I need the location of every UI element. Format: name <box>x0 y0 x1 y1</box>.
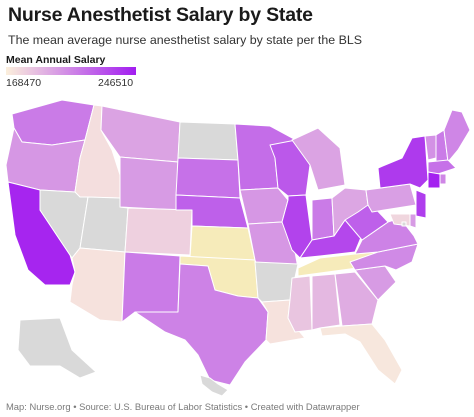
state-fl[interactable] <box>319 323 403 385</box>
state-ga[interactable] <box>334 271 379 327</box>
legend-gradient-bar <box>6 67 136 75</box>
state-az[interactable] <box>69 247 126 323</box>
state-tx[interactable] <box>134 263 269 386</box>
state-pa[interactable] <box>365 183 417 213</box>
state-nj[interactable] <box>415 189 427 219</box>
state-in[interactable] <box>311 197 335 241</box>
chart-title: Nurse Anesthetist Salary by State <box>8 4 313 26</box>
state-nd[interactable] <box>177 121 239 161</box>
state-ks[interactable] <box>189 225 256 261</box>
state-ma[interactable] <box>427 159 457 175</box>
state-wy[interactable] <box>119 156 179 211</box>
state-ri[interactable] <box>439 173 447 185</box>
state-al[interactable] <box>311 273 341 331</box>
state-ms[interactable] <box>287 275 313 333</box>
state-ak[interactable] <box>17 317 97 379</box>
state-ct[interactable] <box>427 171 441 189</box>
state-wa[interactable] <box>11 99 95 146</box>
legend-min-label: 168470 <box>6 77 42 89</box>
state-sd[interactable] <box>175 157 241 199</box>
state-ny[interactable] <box>377 135 429 189</box>
chart-footer: Map: Nurse.org • Source: U.S. Bureau of … <box>6 401 360 412</box>
state-co[interactable] <box>124 207 193 256</box>
state-va[interactable] <box>354 217 419 255</box>
state-ia[interactable] <box>239 187 289 225</box>
state-me[interactable] <box>443 109 471 163</box>
state-mi[interactable] <box>291 127 346 191</box>
state-de[interactable] <box>409 213 417 229</box>
state-hi[interactable] <box>199 374 229 397</box>
state-oh[interactable] <box>331 187 369 237</box>
state-dc[interactable] <box>401 221 407 227</box>
legend-max-label: 246510 <box>98 77 134 89</box>
state-il[interactable] <box>281 194 313 259</box>
chart-subtitle: The mean average nurse anesthetist salar… <box>8 33 363 47</box>
legend-title: Mean Annual Salary <box>6 54 106 66</box>
